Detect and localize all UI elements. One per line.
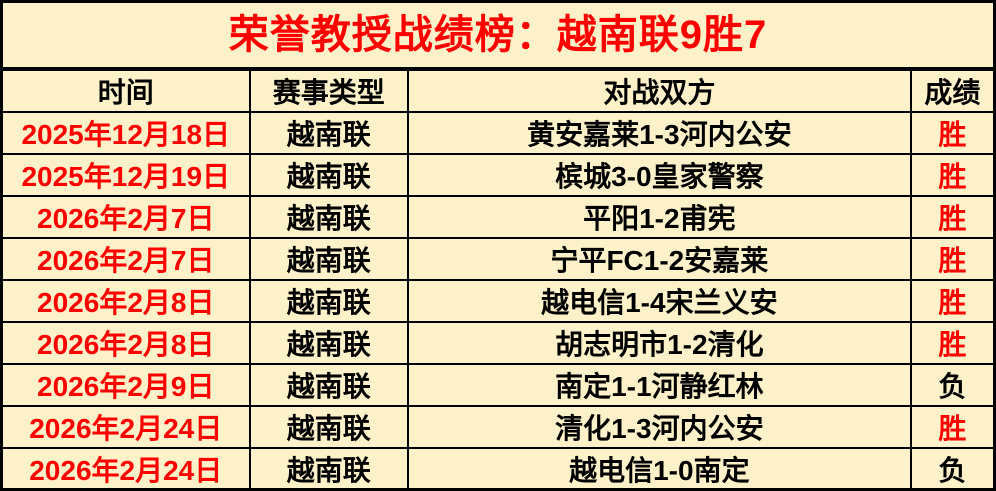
cell-match: 平阳1-2甫宪 <box>406 195 912 239</box>
cell-league: 越南联 <box>248 237 409 281</box>
cell-match: 南定1-1河静红林 <box>406 363 912 407</box>
cell-result: 胜 <box>909 279 993 323</box>
cell-result: 胜 <box>909 405 993 449</box>
cell-league: 越南联 <box>248 405 409 449</box>
cell-league: 越南联 <box>248 279 409 323</box>
header-row: 时间 赛事类型 对战双方 成绩 <box>3 69 993 113</box>
cell-result: 负 <box>909 447 993 488</box>
col-header-result: 成绩 <box>909 69 993 113</box>
cell-result: 胜 <box>909 195 993 239</box>
cell-league: 越南联 <box>248 195 409 239</box>
cell-date: 2026年2月7日 <box>3 195 251 239</box>
col-header-league: 赛事类型 <box>248 69 409 113</box>
cell-result: 负 <box>909 363 993 407</box>
cell-date: 2026年2月8日 <box>3 321 251 365</box>
table-row: 2025年12月18日 越南联 黄安嘉莱1-3河内公安 胜 <box>3 111 993 155</box>
title-row: 荣誉教授战绩榜：越南联9胜7 <box>3 3 993 69</box>
col-header-match: 对战双方 <box>406 69 912 113</box>
table-row: 2026年2月7日 越南联 宁平FC1-2安嘉莱 胜 <box>3 237 993 281</box>
table-row: 2026年2月7日 越南联 平阳1-2甫宪 胜 <box>3 195 993 239</box>
cell-league: 越南联 <box>248 447 409 488</box>
cell-match: 越电信1-0南定 <box>406 447 912 488</box>
cell-date: 2025年12月18日 <box>3 111 251 155</box>
cell-match: 槟城3-0皇家警察 <box>406 153 912 197</box>
page-title: 荣誉教授战绩榜：越南联9胜7 <box>228 13 768 57</box>
table-row: 2026年2月9日 越南联 南定1-1河静红林 负 <box>3 363 993 407</box>
cell-league: 越南联 <box>248 321 409 365</box>
cell-date: 2026年2月9日 <box>3 363 251 407</box>
cell-match: 清化1-3河内公安 <box>406 405 912 449</box>
cell-date: 2026年2月8日 <box>3 279 251 323</box>
cell-date: 2026年2月24日 <box>3 405 251 449</box>
cell-result: 胜 <box>909 111 993 155</box>
cell-match: 黄安嘉莱1-3河内公安 <box>406 111 912 155</box>
cell-result: 胜 <box>909 321 993 365</box>
table-row: 2026年2月24日 越南联 越电信1-0南定 负 <box>3 447 993 488</box>
cell-league: 越南联 <box>248 153 409 197</box>
cell-league: 越南联 <box>248 111 409 155</box>
results-body: 2025年12月18日 越南联 黄安嘉莱1-3河内公安 胜 2025年12月19… <box>3 111 993 488</box>
table-row: 2025年12月19日 越南联 槟城3-0皇家警察 胜 <box>3 153 993 197</box>
cell-match: 胡志明市1-2清化 <box>406 321 912 365</box>
cell-date: 2026年2月24日 <box>3 447 251 488</box>
cell-match: 宁平FC1-2安嘉莱 <box>406 237 912 281</box>
table-row: 2026年2月8日 越南联 胡志明市1-2清化 胜 <box>3 321 993 365</box>
cell-league: 越南联 <box>248 363 409 407</box>
col-header-time: 时间 <box>3 69 251 113</box>
table-row: 2026年2月24日 越南联 清化1-3河内公安 胜 <box>3 405 993 449</box>
results-table: 时间 赛事类型 对战双方 成绩 2025年12月18日 越南联 黄安嘉莱1-3河… <box>3 69 993 488</box>
table-row: 2026年2月8日 越南联 越电信1-4宋兰义安 胜 <box>3 279 993 323</box>
cell-date: 2025年12月19日 <box>3 153 251 197</box>
cell-date: 2026年2月7日 <box>3 237 251 281</box>
cell-result: 胜 <box>909 153 993 197</box>
cell-match: 越电信1-4宋兰义安 <box>406 279 912 323</box>
cell-result: 胜 <box>909 237 993 281</box>
